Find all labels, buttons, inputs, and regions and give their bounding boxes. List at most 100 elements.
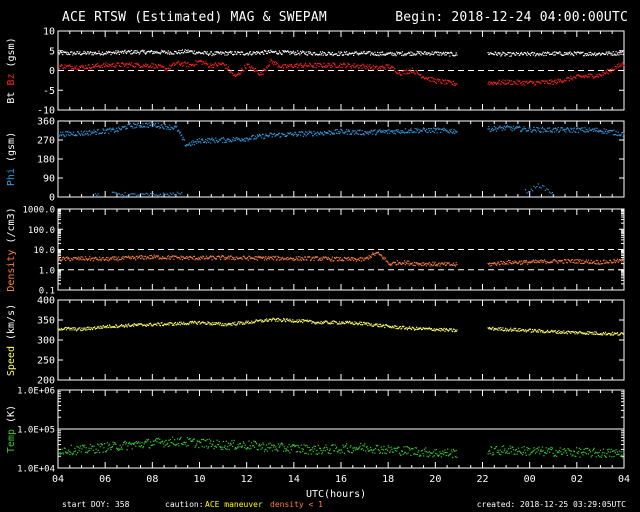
data-point (582, 333, 584, 335)
data-point (550, 53, 552, 55)
data-point (106, 65, 108, 67)
data-point (428, 327, 430, 329)
data-point (251, 67, 254, 69)
data-point (118, 325, 120, 328)
data-point (224, 445, 226, 447)
data-point (517, 328, 520, 330)
data-point (527, 329, 529, 332)
data-point (547, 261, 549, 263)
data-point (389, 130, 391, 132)
data-point (500, 127, 503, 129)
data-point (177, 51, 179, 54)
data-point (195, 53, 197, 55)
data-point (136, 255, 138, 257)
data-point (271, 62, 273, 64)
data-point (405, 73, 407, 75)
data-point (187, 256, 189, 258)
data-point (278, 133, 280, 135)
data-point (319, 447, 321, 449)
data-point (572, 54, 574, 56)
data-point (79, 66, 81, 68)
data-point (94, 328, 96, 330)
data-point (431, 329, 433, 331)
data-point (208, 53, 210, 55)
data-point (508, 52, 510, 54)
data-point (332, 62, 334, 64)
data-point (229, 256, 231, 258)
data-point (348, 64, 350, 66)
data-point (446, 129, 448, 132)
y-tick-label: 1.0E+05 (17, 426, 55, 436)
data-point (224, 141, 226, 144)
data-point (220, 446, 222, 448)
data-point (193, 320, 195, 322)
data-point (537, 81, 539, 83)
data-point (217, 51, 219, 53)
data-point (614, 53, 616, 55)
data-point (595, 75, 597, 78)
data-point (289, 63, 291, 65)
data-point (315, 132, 317, 134)
data-point (99, 256, 101, 258)
data-point (71, 453, 73, 455)
data-point (225, 141, 227, 143)
data-point (424, 328, 426, 330)
data-point (234, 448, 236, 450)
data-point (174, 63, 176, 65)
data-point (352, 323, 354, 325)
data-point (411, 328, 413, 331)
data-point (392, 54, 394, 57)
data-point (329, 448, 331, 450)
data-point (88, 326, 90, 328)
data-point (336, 256, 338, 258)
data-point (133, 258, 135, 260)
data-point (520, 263, 522, 265)
data-point (103, 62, 105, 64)
data-point (551, 261, 553, 263)
data-point (83, 446, 85, 448)
data-point (533, 330, 535, 332)
data-point (454, 264, 456, 266)
data-point (322, 54, 324, 56)
data-point (303, 65, 305, 67)
data-point (551, 261, 553, 263)
data-point (121, 446, 123, 448)
data-point (542, 51, 544, 53)
data-point (393, 261, 395, 263)
data-point (148, 122, 150, 124)
data-point (398, 131, 400, 133)
data-point (236, 324, 238, 326)
data-point (525, 53, 527, 55)
data-point (372, 130, 374, 132)
data-point (280, 442, 283, 444)
data-point (287, 446, 289, 448)
data-point (297, 64, 299, 66)
data-point (494, 51, 496, 53)
data-point (546, 82, 549, 84)
data-point (302, 448, 304, 450)
data-point (216, 65, 218, 67)
data-point (93, 196, 95, 198)
data-point (491, 81, 493, 83)
data-point (548, 262, 550, 264)
data-point (531, 81, 533, 83)
data-point (237, 258, 239, 260)
data-point (62, 452, 64, 454)
data-point (610, 71, 612, 73)
data-point (310, 259, 312, 261)
data-point (321, 132, 324, 134)
data-point (90, 258, 92, 260)
data-point (220, 63, 222, 65)
data-point (171, 65, 173, 67)
data-point (141, 441, 143, 444)
data-point (348, 322, 350, 324)
data-point (328, 322, 330, 324)
data-point (220, 139, 222, 141)
data-point (403, 325, 405, 327)
data-point (75, 53, 77, 55)
data-point (295, 256, 297, 258)
data-point (114, 442, 116, 444)
data-point (400, 328, 402, 330)
data-point (334, 129, 336, 132)
data-point (116, 447, 118, 449)
